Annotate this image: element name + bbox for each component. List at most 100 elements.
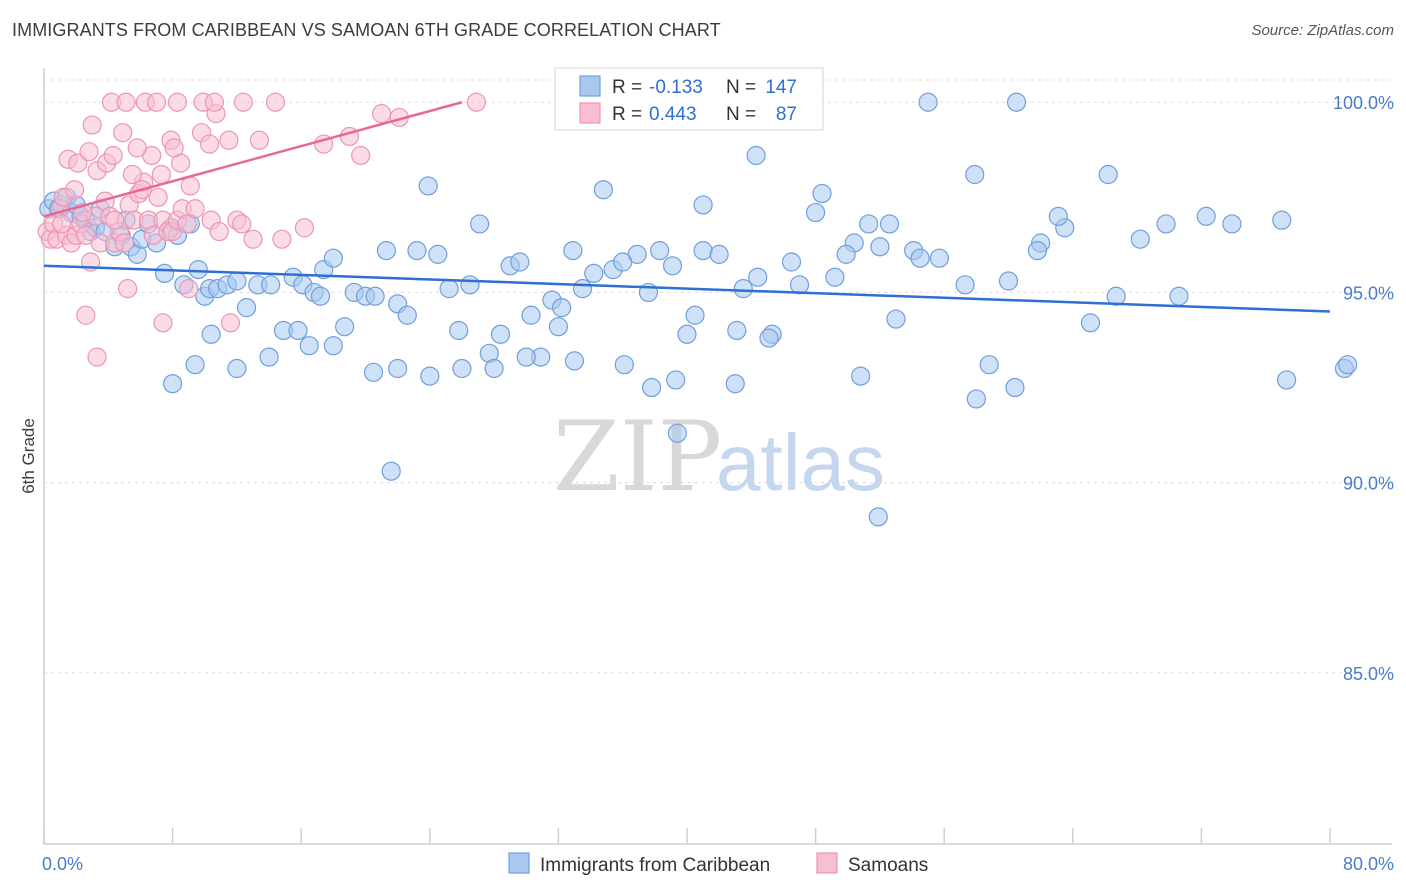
- point-caribbean: [185, 355, 205, 375]
- point-samoans: [249, 130, 270, 150]
- y-tick-labels: 85.0% 90.0% 95.0% 100.0%: [1333, 93, 1394, 684]
- point-caribbean: [650, 240, 670, 261]
- point-caribbean: [418, 176, 438, 196]
- point-caribbean: [1196, 206, 1216, 226]
- point-caribbean: [516, 347, 536, 367]
- point-caribbean: [781, 252, 802, 272]
- point-caribbean: [521, 305, 541, 325]
- point-caribbean: [452, 358, 472, 379]
- point-caribbean: [365, 286, 385, 306]
- point-caribbean: [1005, 377, 1025, 398]
- point-caribbean: [677, 324, 697, 344]
- point-caribbean: [584, 263, 604, 284]
- point-caribbean: [484, 358, 504, 379]
- gridlines: [44, 79, 1392, 674]
- point-samoans: [52, 214, 72, 234]
- bottom-legend-label-caribbean: Immigrants from Caribbean: [540, 855, 770, 876]
- point-caribbean: [693, 195, 713, 215]
- legend-r-label-2: R =: [612, 104, 642, 125]
- point-caribbean: [836, 244, 856, 264]
- point-caribbean: [851, 366, 871, 386]
- point-caribbean: [805, 202, 826, 223]
- x-tick-marks: [43, 828, 1331, 844]
- point-caribbean: [789, 275, 810, 295]
- y-tick-label: 85.0%: [1343, 664, 1394, 684]
- point-caribbean: [918, 92, 938, 112]
- point-caribbean: [1098, 164, 1118, 185]
- point-caribbean: [376, 240, 396, 261]
- point-caribbean: [299, 336, 319, 356]
- point-samoans: [199, 134, 220, 154]
- point-caribbean: [666, 370, 686, 390]
- point-samoans: [114, 233, 134, 253]
- y-tick-label: 90.0%: [1343, 474, 1394, 494]
- point-samoans: [79, 142, 99, 162]
- point-caribbean: [1027, 240, 1048, 261]
- point-caribbean: [667, 423, 687, 443]
- point-caribbean: [812, 183, 832, 204]
- point-samoans: [167, 92, 188, 112]
- point-caribbean: [965, 164, 985, 185]
- point-caribbean: [910, 248, 930, 268]
- legend-swatch-samoans: [579, 102, 601, 124]
- point-caribbean: [227, 271, 247, 291]
- legend-n-value-1: 147: [765, 77, 797, 98]
- point-samoans: [219, 130, 239, 150]
- point-caribbean: [288, 320, 308, 341]
- point-samoans: [153, 313, 173, 333]
- series-caribbean-points: [39, 92, 1358, 527]
- point-caribbean: [154, 263, 175, 284]
- point-caribbean: [966, 389, 986, 409]
- bottom-legend-swatch-samoans: [816, 852, 838, 874]
- point-caribbean: [979, 355, 999, 375]
- point-caribbean: [236, 298, 257, 318]
- point-samoans: [103, 145, 123, 166]
- point-caribbean: [439, 279, 459, 299]
- point-caribbean: [998, 271, 1019, 291]
- y-tick-label: 100.0%: [1333, 93, 1394, 113]
- point-caribbean: [746, 145, 766, 166]
- bottom-legend-swatch-caribbean: [508, 852, 530, 874]
- point-caribbean: [552, 298, 572, 318]
- point-caribbean: [1048, 206, 1068, 226]
- point-caribbean: [310, 286, 331, 306]
- point-caribbean: [709, 244, 729, 264]
- point-samoans: [179, 279, 199, 299]
- point-caribbean: [642, 377, 662, 398]
- point-caribbean: [759, 328, 779, 348]
- point-caribbean: [388, 358, 408, 379]
- point-samoans: [127, 138, 147, 158]
- legend-r-value-1: -0.133: [649, 77, 703, 98]
- point-caribbean: [548, 317, 569, 337]
- trend-line-samoans: [43, 101, 463, 218]
- point-caribbean: [868, 507, 888, 527]
- point-caribbean: [449, 320, 469, 341]
- legend-swatch-caribbean: [579, 75, 601, 97]
- legend-r-label-1: R =: [612, 77, 642, 98]
- trend-lines: [43, 101, 1331, 313]
- point-caribbean: [363, 362, 384, 382]
- watermark-atlas: atlas: [716, 418, 885, 507]
- point-caribbean: [1272, 210, 1292, 230]
- point-caribbean: [1156, 214, 1176, 234]
- point-caribbean: [563, 240, 583, 261]
- point-caribbean: [613, 252, 633, 272]
- point-samoans: [105, 210, 125, 230]
- point-samoans: [87, 347, 107, 367]
- point-caribbean: [335, 317, 355, 337]
- point-caribbean: [859, 214, 879, 234]
- point-samoans: [146, 92, 167, 112]
- legend-n-value-2: 87: [776, 104, 797, 125]
- source-label: Source: ZipAtlas.com: [1251, 22, 1394, 39]
- point-samoans: [116, 92, 136, 112]
- watermark-zip: ZIP: [553, 401, 722, 513]
- point-caribbean: [748, 267, 768, 287]
- point-samoans: [371, 104, 392, 124]
- point-caribbean: [879, 214, 900, 234]
- point-samoans: [151, 164, 171, 185]
- point-caribbean: [163, 374, 183, 394]
- point-caribbean: [1222, 214, 1242, 234]
- point-caribbean: [201, 324, 221, 344]
- point-samoans: [122, 164, 143, 185]
